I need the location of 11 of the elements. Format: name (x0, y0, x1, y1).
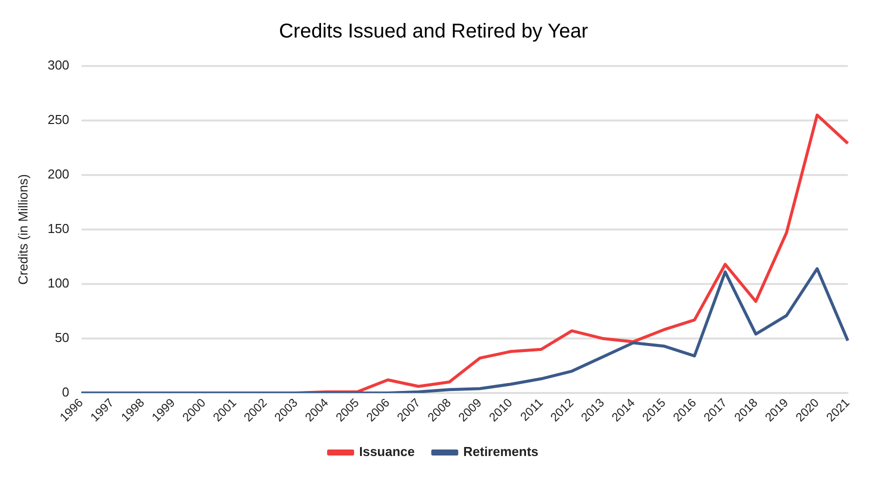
legend-label: Issuance (359, 444, 415, 460)
y-tick-label: 50 (54, 330, 70, 346)
y-axis-title: Credits (in Millions) (15, 174, 30, 285)
y-tick-label: 250 (48, 112, 70, 128)
y-tick-label: 150 (48, 221, 70, 236)
y-tick-label: 0 (62, 384, 70, 400)
chart-title: Credits Issued and Retired by Year (278, 20, 588, 43)
y-tick-label: 200 (48, 166, 70, 182)
y-tick-label: 300 (48, 58, 70, 73)
y-tick-label: 100 (48, 276, 70, 291)
legend-label: Retirements (463, 444, 538, 460)
